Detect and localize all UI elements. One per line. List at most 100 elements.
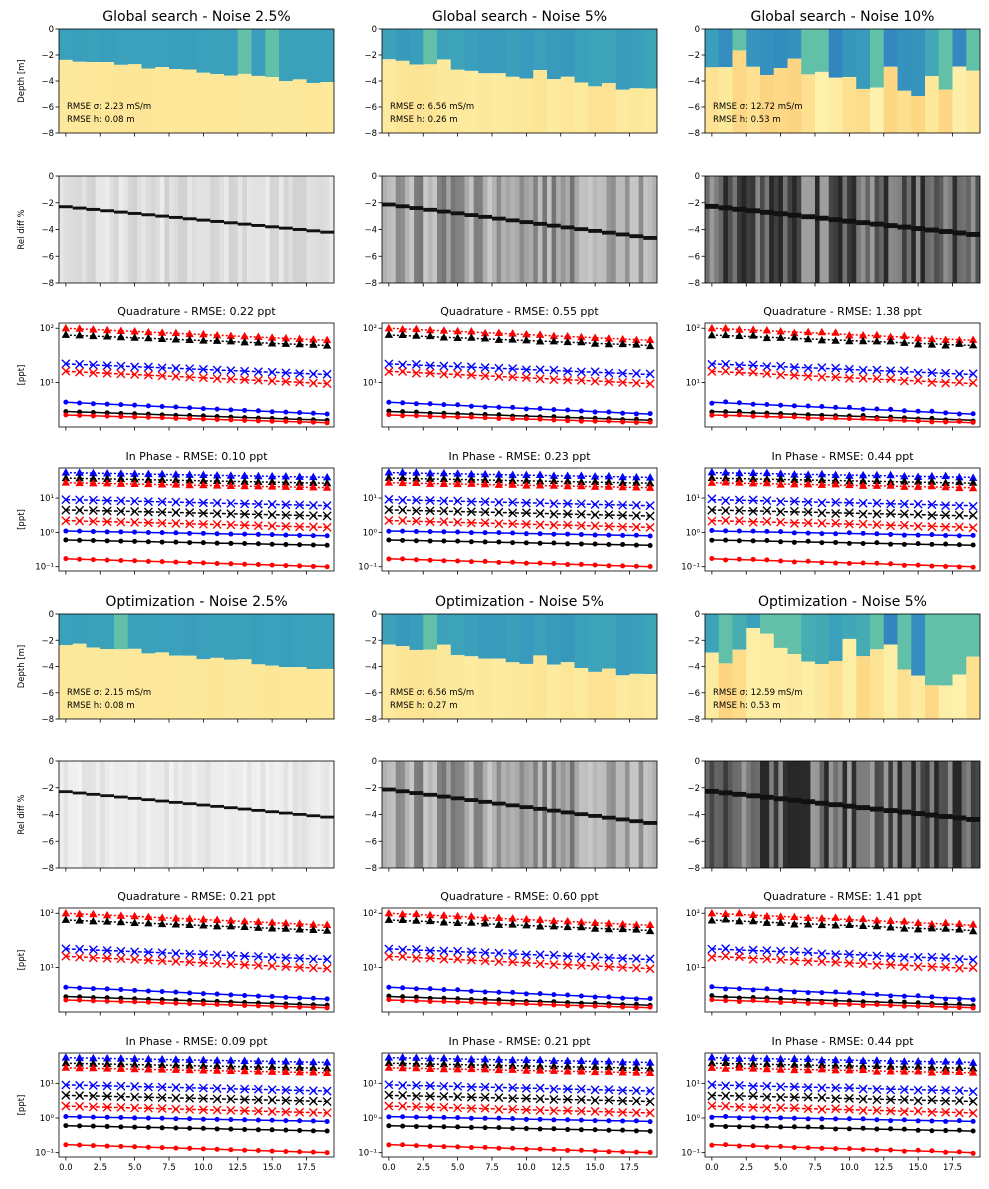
dot-marker: [647, 533, 653, 539]
dot-marker: [468, 988, 474, 994]
cross-marker: [941, 1107, 951, 1117]
triangle-marker: [618, 924, 627, 933]
cross-marker: [130, 1092, 140, 1102]
reldiff-cell: [68, 176, 74, 283]
reldiff-cells: [382, 176, 657, 283]
triangle-marker: [89, 325, 98, 333]
layer1-cell: [306, 29, 321, 83]
triangle-marker: [968, 478, 978, 486]
triangle-marker: [968, 483, 978, 492]
cross-marker: [88, 516, 98, 526]
reldiff-cell: [865, 761, 871, 868]
cross-marker: [872, 509, 882, 519]
triangle-marker: [309, 340, 318, 348]
cross-marker: [466, 362, 476, 372]
triangle-marker: [309, 1063, 318, 1072]
triangle-marker: [817, 469, 827, 478]
triangle-marker: [748, 478, 758, 487]
dot-marker: [386, 537, 392, 543]
y-tick-label: −2: [41, 51, 54, 61]
dot-marker: [846, 1116, 852, 1122]
reldiff-cell: [705, 176, 711, 283]
cross-marker: [521, 1083, 531, 1093]
dot-marker: [565, 1147, 571, 1153]
dot-marker: [118, 1143, 124, 1149]
triangle-marker: [295, 482, 304, 491]
reldiff-cell: [705, 761, 711, 868]
cross-marker: [75, 1080, 85, 1090]
dot-marker: [77, 1114, 83, 1120]
series-group: [61, 323, 332, 426]
series-group: [707, 468, 978, 570]
cross-marker: [872, 960, 882, 970]
dot-marker: [104, 1143, 110, 1149]
dot-marker: [427, 557, 433, 563]
dot-marker: [255, 418, 261, 424]
cross-marker: [734, 367, 744, 377]
dot-marker: [324, 420, 330, 426]
triangle-marker: [295, 919, 304, 927]
triangle-marker: [913, 924, 923, 933]
dot-marker: [647, 996, 653, 1002]
cross-marker: [425, 361, 435, 371]
dot-marker: [956, 411, 962, 417]
triangle-marker: [412, 474, 421, 482]
layer2-cell: [292, 667, 307, 719]
reldiff-cell: [81, 176, 88, 283]
layer1-cell: [478, 614, 493, 659]
y-axis-label: [ppt]: [17, 1095, 27, 1116]
cross-marker: [954, 501, 964, 511]
interface-mark: [547, 808, 561, 813]
dot-marker: [578, 408, 584, 414]
triangle-marker: [817, 475, 827, 484]
triangle-marker: [968, 1068, 978, 1076]
dot-marker: [805, 1145, 811, 1151]
triangle-marker: [185, 470, 194, 478]
triangle-marker: [831, 1061, 840, 1069]
x-tick-label: 12.5: [551, 1163, 570, 1173]
layer1-cell: [224, 614, 239, 660]
layer2-cell: [306, 669, 321, 719]
layer2-cell: [114, 64, 129, 133]
reldiff-cell: [114, 176, 120, 283]
cross-marker: [281, 521, 291, 531]
triangle-marker: [144, 1060, 153, 1068]
triangle-marker: [941, 482, 950, 491]
dot-marker: [620, 532, 626, 538]
dot-marker: [750, 1124, 756, 1130]
dot-marker: [709, 1142, 715, 1148]
cross-marker: [480, 956, 490, 966]
layer1-cell: [423, 614, 438, 650]
triangle-marker: [817, 920, 827, 929]
series-line: [388, 370, 651, 385]
layer1-cell: [760, 614, 775, 634]
triangle-marker: [157, 328, 167, 336]
cross-marker: [645, 511, 655, 521]
layer2-cell: [966, 70, 980, 133]
dot-marker: [324, 1005, 330, 1011]
dot-marker: [943, 1001, 949, 1007]
reldiff-cell: [819, 176, 825, 283]
cross-marker: [789, 496, 799, 506]
triangle-marker: [803, 919, 813, 928]
layer1-cell: [127, 29, 142, 65]
triangle-marker: [927, 1063, 937, 1071]
triangle-marker: [116, 917, 126, 926]
triangle-marker: [831, 1065, 840, 1074]
dot-marker: [187, 405, 193, 411]
cross-marker: [308, 378, 318, 388]
cross-marker: [494, 1093, 504, 1103]
triangle-marker: [171, 480, 181, 488]
dot-marker: [200, 1116, 206, 1122]
dot-marker: [970, 419, 976, 425]
triangle-marker: [803, 1054, 813, 1062]
dot-marker: [441, 529, 447, 535]
reldiff-cell: [246, 761, 253, 868]
triangle-marker: [927, 1057, 937, 1065]
dot-marker: [537, 991, 543, 997]
layer2-cell: [251, 75, 266, 133]
x-tick-label: 5.0: [451, 1163, 465, 1173]
dot-marker: [791, 530, 797, 536]
x-tick-label: 7.5: [485, 1163, 499, 1173]
